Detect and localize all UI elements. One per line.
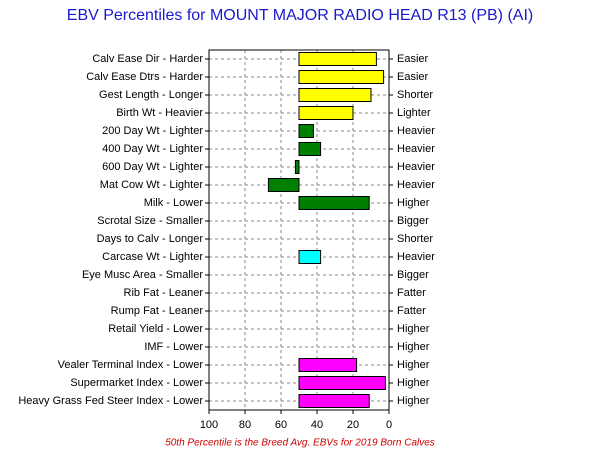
y-tick-label: Mat Cow Wt - Lighter	[100, 179, 204, 191]
bar	[298, 88, 372, 102]
x-tick-label: 60	[275, 419, 287, 431]
bar	[298, 196, 370, 210]
right-label: Lighter	[397, 107, 431, 119]
right-label: Higher	[397, 395, 430, 407]
chart-title: EBV Percentiles for MOUNT MAJOR RADIO HE…	[67, 7, 533, 24]
y-tick-label: 200 Day Wt - Lighter	[102, 125, 203, 137]
y-tick-label: Eye Musc Area - Smaller	[82, 269, 203, 281]
right-label: Higher	[397, 197, 430, 209]
bar	[298, 250, 322, 264]
bar	[298, 376, 386, 390]
y-tick-label: Vealer Terminal Index - Lower	[58, 359, 204, 371]
right-label: Bigger	[397, 269, 429, 281]
bar	[267, 178, 300, 192]
right-label: Shorter	[397, 89, 433, 101]
y-tick-label: Carcase Wt - Lighter	[102, 251, 203, 263]
y-tick-label: Milk - Lower	[144, 197, 204, 209]
bar	[298, 124, 314, 138]
bar	[298, 142, 322, 156]
x-tick-label: 40	[311, 419, 323, 431]
right-label: Higher	[397, 341, 430, 353]
y-tick-label: Retail Yield - Lower	[108, 323, 203, 335]
bar	[294, 160, 300, 174]
y-tick-label: Calv Ease Dtrs - Harder	[86, 71, 203, 83]
y-tick-label: Birth Wt - Heavier	[116, 107, 203, 119]
y-tick-label: Rib Fat - Leaner	[124, 287, 204, 299]
y-tick-label: 400 Day Wt - Lighter	[102, 143, 203, 155]
plot-frame	[208, 49, 390, 411]
y-tick-label: Scrotal Size - Smaller	[97, 215, 203, 227]
x-tick-label: 100	[200, 419, 218, 431]
bar	[298, 52, 377, 66]
right-label: Heavier	[397, 179, 435, 191]
bar	[298, 70, 385, 84]
right-label: Bigger	[397, 215, 429, 227]
right-label: Heavier	[397, 161, 435, 173]
y-tick-label: Supermarket Index - Lower	[70, 377, 203, 389]
right-label: Heavier	[397, 125, 435, 137]
right-label: Easier	[397, 71, 429, 83]
right-label: Easier	[397, 53, 429, 65]
bar	[298, 358, 358, 372]
x-tick-label: 80	[239, 419, 251, 431]
right-label: Fatter	[397, 287, 426, 299]
right-label: Higher	[397, 377, 430, 389]
y-tick-label: Rump Fat - Leaner	[111, 305, 204, 317]
right-label: Heavier	[397, 143, 435, 155]
y-tick-label: Heavy Grass Fed Steer Index - Lower	[18, 395, 203, 407]
right-label: Higher	[397, 359, 430, 371]
y-tick-label: IMF - Lower	[144, 341, 203, 353]
bar	[298, 394, 370, 408]
right-label: Heavier	[397, 251, 435, 263]
bar	[298, 106, 354, 120]
right-label: Shorter	[397, 233, 433, 245]
y-tick-label: Calv Ease Dir - Harder	[92, 53, 203, 65]
x-tick-label: 0	[386, 419, 392, 431]
y-tick-label: Days to Calv - Longer	[97, 233, 204, 245]
footnote: 50th Percentile is the Breed Avg. EBVs f…	[165, 438, 435, 449]
y-tick-label: 600 Day Wt - Lighter	[102, 161, 203, 173]
right-label: Fatter	[397, 305, 426, 317]
right-label: Higher	[397, 323, 430, 335]
y-tick-label: Gest Length - Longer	[99, 89, 203, 101]
x-tick-label: 20	[347, 419, 359, 431]
